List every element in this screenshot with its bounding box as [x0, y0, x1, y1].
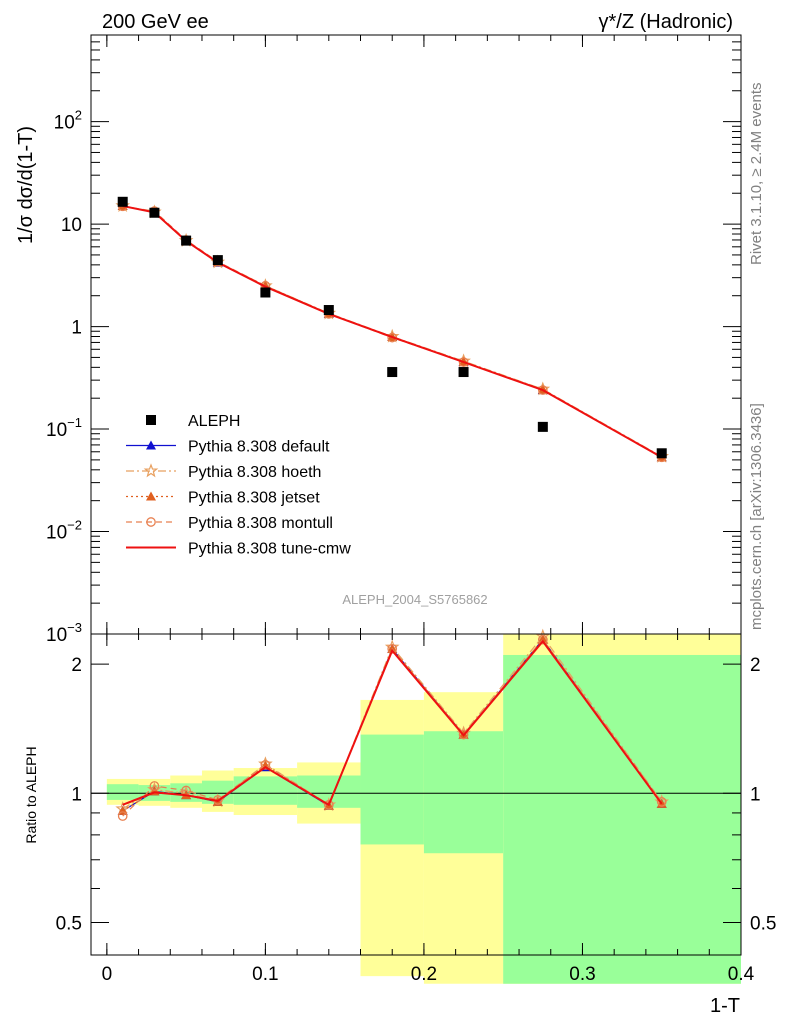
main-plot: 10−3 10−2 10−1 1 10 102	[46, 34, 742, 646]
ratio-series-3-point	[149, 781, 160, 791]
aleph-data-point	[260, 287, 271, 298]
legend-entry-label: Pythia 8.308 tune-cmw	[188, 541, 351, 558]
uncertainty-band-inner	[360, 734, 424, 845]
main-y-tick-label: 10−2	[46, 518, 82, 544]
legend-swatch-marker	[146, 491, 156, 501]
uncertainty-band-inner	[423, 731, 504, 854]
legend-swatch-marker	[146, 517, 156, 527]
ratio-series-3-point	[260, 759, 271, 770]
ratio-series-3-point	[458, 729, 469, 740]
main-series-3-point	[537, 385, 548, 395]
ratio-y-tick-label-left: 0.5	[56, 913, 82, 934]
aleph-data-point	[181, 235, 192, 246]
main-y-tick-label: 10−3	[46, 620, 82, 646]
aleph-data-point	[117, 196, 128, 207]
main-y-tick-label: 1	[71, 318, 82, 339]
legend-entry-label: ALEPH	[188, 413, 240, 430]
main-series-4-line	[122, 205, 663, 459]
ratio-plot-frame	[90, 633, 742, 956]
ratio-y-tick-label-left: 1	[71, 784, 82, 805]
x-tick-label: 0.3	[569, 964, 595, 985]
aleph-data-point	[212, 255, 223, 266]
ratio-y-axis-label: Ratio to ALEPH	[23, 746, 39, 843]
ratio-series-3-point	[537, 634, 548, 645]
uncertainty-band-inner	[106, 784, 139, 800]
aleph-data-point	[323, 305, 334, 316]
main-y-axis-label: 1/σ dσ/d(1-T)	[15, 126, 37, 244]
legend-swatch-marker	[143, 463, 159, 478]
legend-entry-label: Pythia 8.308 montull	[188, 515, 333, 532]
ratio-plot: 0.5 0.5 1 1 2 2 0 0.1 0.2 0.3 0.4	[56, 628, 776, 985]
main-y-tick-label: 10	[61, 215, 82, 236]
header-left: 200 GeV ee	[102, 11, 209, 33]
ratio-series-4-line	[122, 639, 663, 807]
mcplots-label: mcplots.cern.ch [arXiv:1306.3436]	[748, 403, 765, 630]
aleph-data-point	[149, 207, 160, 218]
legend-entry-label: Pythia 8.308 jetset	[188, 490, 320, 507]
aleph-data-point	[537, 421, 548, 432]
legend-entry-label: Pythia 8.308 default	[188, 439, 330, 456]
x-tick-label: 0.1	[252, 964, 278, 985]
ratio-y-tick-label-right: 1	[750, 784, 761, 805]
rivet-version-label: Rivet 3.1.10, ≥ 2.4M events	[748, 83, 765, 266]
ratio-y-tick-label-left: 2	[71, 655, 82, 676]
ratio-series-3-point	[656, 797, 667, 807]
legend-swatch-marker	[146, 440, 156, 450]
x-tick-label: 0.2	[411, 964, 437, 985]
legend-swatch-marker	[146, 415, 156, 425]
ratio-y-tick-label-right: 0.5	[750, 913, 776, 934]
aleph-data-point	[387, 367, 398, 378]
legend: ALEPH Pythia 8.308 default Pythia 8.308 ho…	[126, 413, 351, 558]
analysis-id-label: ALEPH_2004_S5765862	[342, 592, 487, 607]
x-axis-label: 1-T	[710, 995, 740, 1017]
main-y-tick-label: 102	[54, 108, 82, 134]
ratio-series-3-point	[117, 811, 128, 821]
header-right: γ*/Z (Hadronic)	[599, 11, 733, 33]
main-series-3-point	[458, 357, 469, 367]
ratio-y-tick-label-right: 2	[750, 655, 761, 676]
ratio-series-3-point	[323, 799, 334, 810]
aleph-data-point	[458, 367, 469, 378]
x-tick-label: 0	[102, 964, 113, 985]
aleph-data-point	[656, 448, 667, 459]
x-tick-label: 0.4	[728, 964, 755, 985]
legend-entry-label: Pythia 8.308 hoeth	[188, 464, 321, 481]
uncertainty-band-inner	[503, 654, 741, 984]
main-y-tick-label: 10−1	[46, 415, 82, 441]
ratio-series-2-point	[537, 634, 548, 644]
